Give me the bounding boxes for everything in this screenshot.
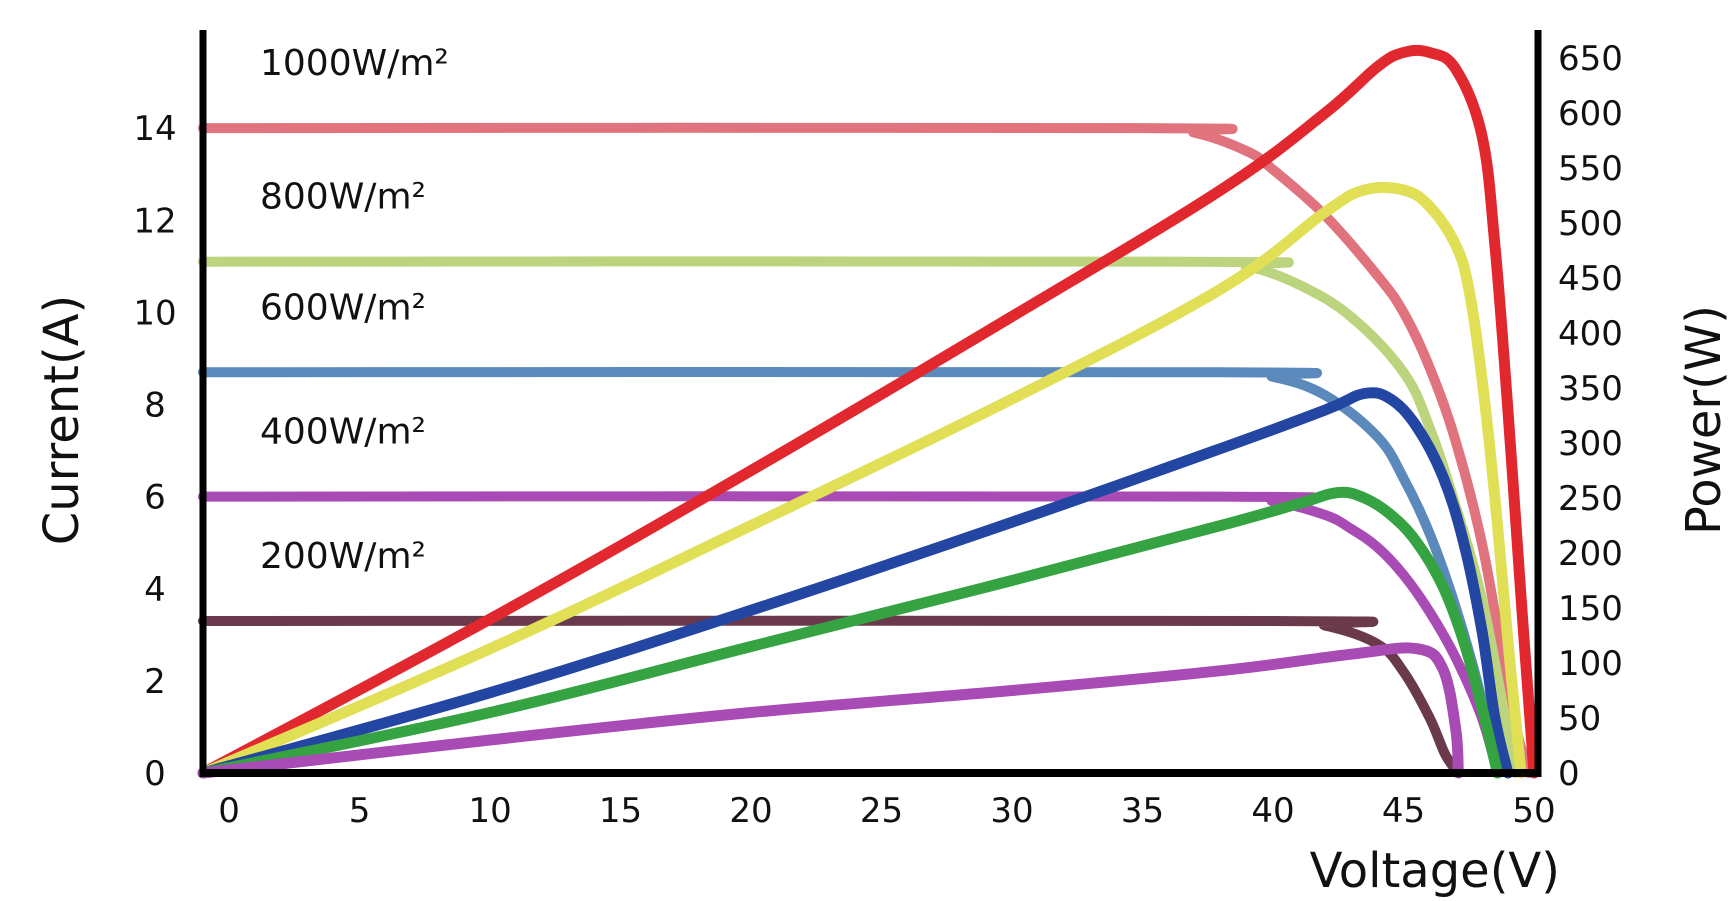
right-y-tick-label: 500: [1558, 204, 1623, 244]
x-tick-label: 20: [729, 791, 772, 831]
right-y-tick-label: 100: [1558, 644, 1623, 684]
right-y-tick-label: 150: [1558, 589, 1623, 629]
right-y-tick-label: 450: [1558, 259, 1623, 299]
curves-layer: [197, 44, 1540, 779]
annotations-layer: 1000W/m² 800W/m² 600W/m² 400W/m² 200W/m²: [260, 43, 449, 577]
power-curve-1000w-m-power: [197, 44, 1540, 779]
left-y-tick-label: 0: [144, 754, 166, 794]
x-tick-label: 45: [1382, 791, 1425, 831]
right-y-tick-label: 200: [1558, 534, 1623, 574]
right-y-tick-label: 0: [1558, 754, 1580, 794]
power-curve-200w-m-power: [197, 642, 1464, 779]
left-y-tick-label: 12: [133, 201, 176, 241]
right-y-tick-label: 400: [1558, 314, 1623, 354]
x-tick-label: 25: [860, 791, 903, 831]
x-tick-label: 5: [349, 791, 371, 831]
x-tick-label: 50: [1512, 791, 1555, 831]
right-y-tick-label: 600: [1558, 94, 1623, 134]
axes-layer: [199, 30, 1542, 777]
left-y-tick-label: 2: [144, 662, 166, 702]
irradiance-label: 400W/m²: [260, 412, 426, 453]
x-tick-label: 40: [1251, 791, 1294, 831]
x-tick-label: 30: [990, 791, 1033, 831]
irradiance-label: 800W/m²: [260, 177, 426, 218]
irradiance-label: 200W/m²: [260, 536, 426, 577]
left-y-tick-label: 8: [144, 386, 166, 426]
irradiance-label: 1000W/m²: [260, 43, 449, 84]
right-y-tick-label: 250: [1558, 479, 1623, 519]
x-tick-label: 10: [468, 791, 511, 831]
power-curve-800w-m-power: [197, 181, 1527, 779]
left-y-tick-label: 4: [144, 570, 166, 610]
left-y-axis-title: Current(A): [34, 295, 90, 546]
current-curve-400w-m: [198, 491, 1503, 778]
power-curve-600w-m-power: [197, 387, 1514, 779]
right-y-tick-label: 550: [1558, 149, 1623, 189]
current-curve-1000w-m: [198, 122, 1534, 778]
x-tick-label: 15: [599, 791, 642, 831]
right-y-tick-label: 300: [1558, 424, 1623, 464]
right-y-tick-label: 50: [1558, 699, 1601, 739]
left-y-tick-label: 6: [144, 478, 166, 518]
left-y-tick-label: 14: [133, 109, 176, 149]
x-axis-title: Voltage(V): [1310, 843, 1560, 899]
ticks-layer: 0 5 10 15 20 25 30 35 40 45 5002468101214050100150…: [133, 39, 1623, 831]
right-y-axis-title: Power(W): [1676, 305, 1732, 535]
current-curve-200w-m: [198, 615, 1464, 778]
right-y-tick-label: 350: [1558, 369, 1623, 409]
x-tick-label: 0: [218, 791, 240, 831]
left-y-tick-label: 10: [133, 293, 176, 333]
current-curve-800w-m: [198, 256, 1521, 778]
right-y-tick-label: 650: [1558, 39, 1623, 79]
x-tick-label: 35: [1121, 791, 1164, 831]
power-curve-400w-m-power: [197, 486, 1503, 779]
irradiance-label: 600W/m²: [260, 287, 426, 328]
